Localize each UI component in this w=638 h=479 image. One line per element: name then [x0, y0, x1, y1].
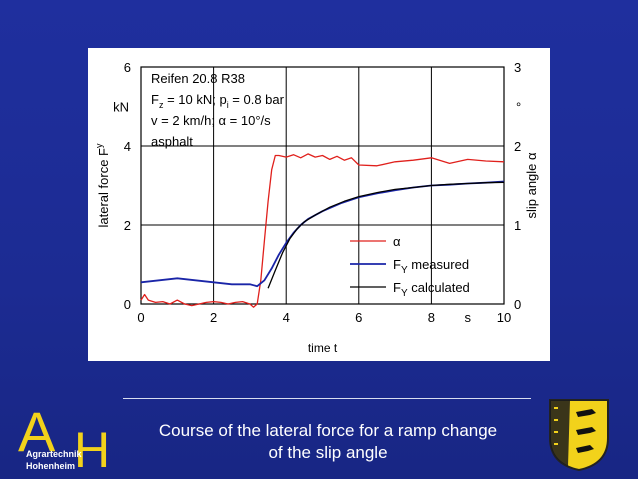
series-line-fy-calculated: [267, 181, 505, 289]
lateral-force-chart: 0 2 4 6 8 10 s time t 0 2 4 6 kN lateral force Fy 0 1 2 3…: [94, 60, 539, 355]
x-tick-label: 6: [355, 310, 362, 325]
y-right-tick-label: 3: [514, 60, 521, 75]
x-unit-label: s: [464, 310, 471, 325]
legend-label: α: [393, 234, 401, 249]
slide-caption: Course of the lateral force for a ramp c…: [128, 420, 528, 464]
y-left-tick-label: 6: [124, 60, 131, 75]
plot-frame: [140, 66, 505, 305]
ath-logo-mark: A H: [18, 400, 110, 478]
logo-letter-a: A: [18, 405, 56, 463]
y-right-tick-label: 0: [514, 297, 521, 312]
y-left-tick-label: 4: [124, 139, 131, 154]
logo-letter-h: H: [74, 422, 110, 473]
y-right-tick-label: 1: [514, 218, 521, 233]
caption-line-1: Course of the lateral force for a ramp c…: [158, 421, 498, 440]
y-right-tick-label: 2: [514, 139, 521, 154]
x-tick-label: 8: [428, 310, 435, 325]
caption-divider: [123, 398, 531, 399]
y-right-axis-label: slip angle α: [524, 152, 539, 219]
ath-logo: A H Agrartechnik Hohenheim: [12, 400, 130, 478]
crest-shield-icon: [549, 399, 609, 472]
y-left-tick-label: 2: [124, 218, 131, 233]
x-tick-label: 4: [283, 310, 290, 325]
logo-text-line-1: Agrartechnik: [26, 449, 82, 459]
annotation-line-3: v = 2 km/h; α = 10°/s: [151, 113, 271, 128]
annotation-line-2: Fz = 10 kN; pi = 0.8 bar: [151, 92, 285, 110]
caption-line-2: of the slip angle: [268, 443, 388, 462]
x-tick-label: 10: [497, 310, 511, 325]
x-axis-label: time t: [308, 341, 338, 355]
university-crest: [548, 398, 610, 472]
chart-panel: 0 2 4 6 8 10 s time t 0 2 4 6 kN lateral force Fy 0 1 2 3…: [88, 48, 550, 361]
legend-label: FY calculated: [393, 280, 470, 299]
y-left-unit-label: kN: [113, 100, 129, 115]
annotation-line-1: Reifen 20.8 R38: [151, 71, 245, 86]
x-tick-label: 2: [210, 310, 217, 325]
logo-text-line-2: Hohenheim: [26, 461, 76, 471]
y-left-axis-label: lateral force Fy: [94, 143, 111, 227]
series-line-alpha: [140, 153, 505, 308]
y-left-tick-label: 0: [124, 297, 131, 312]
x-tick-label: 0: [137, 310, 144, 325]
annotation-line-4: asphalt: [151, 134, 193, 149]
y-right-unit-label: °: [516, 100, 521, 115]
legend-label: FY measured: [393, 257, 469, 276]
